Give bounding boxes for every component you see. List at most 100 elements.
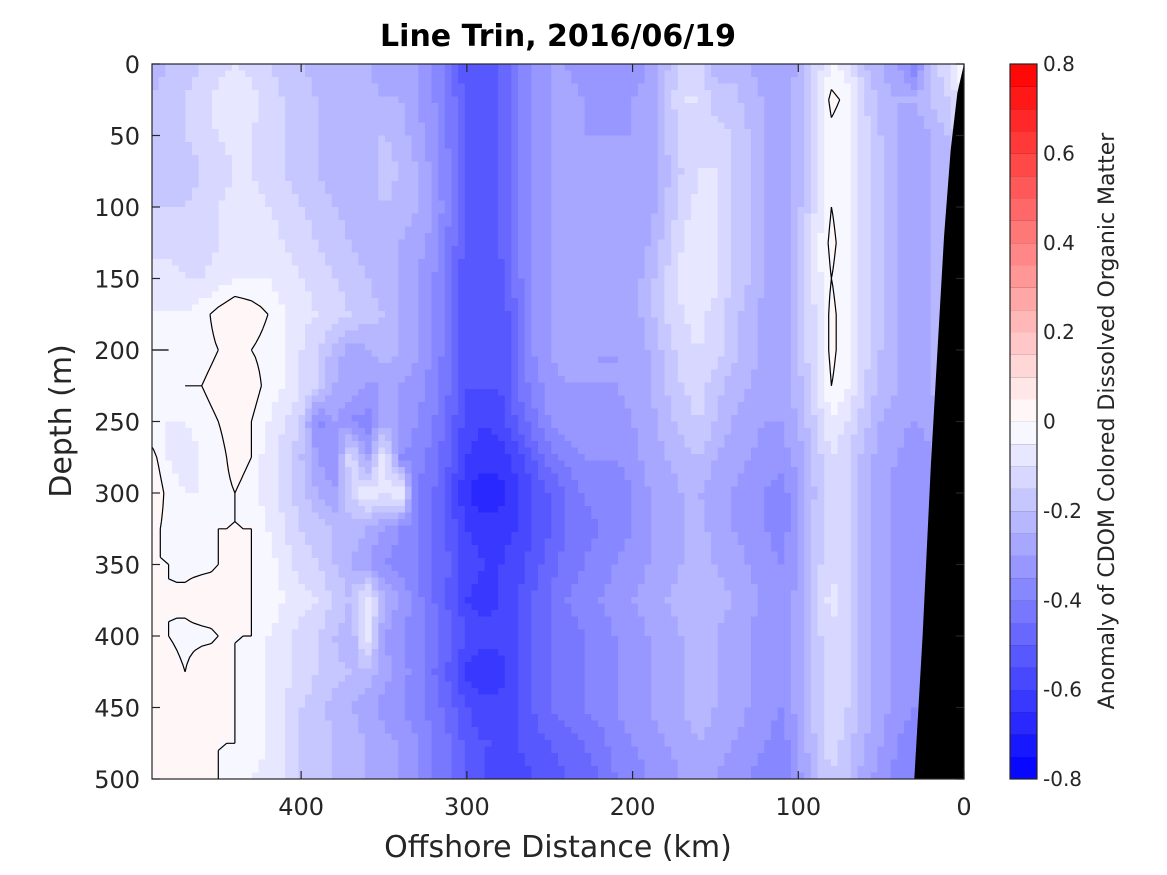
field-cell — [285, 265, 293, 273]
field-cell — [677, 304, 686, 312]
field-cell — [884, 168, 892, 176]
field-cell — [684, 278, 692, 286]
field-cell — [305, 122, 313, 130]
field-cell — [198, 220, 206, 228]
field-cell — [464, 239, 473, 247]
field-cell — [351, 70, 359, 78]
field-cell — [464, 122, 473, 130]
field-cell — [944, 83, 952, 91]
field-cell — [558, 291, 566, 299]
field-cell — [178, 194, 186, 202]
field-cell — [185, 252, 193, 260]
field-cell — [777, 116, 785, 124]
field-cell — [258, 285, 266, 293]
field-cell — [218, 259, 226, 267]
field-cell — [484, 142, 493, 150]
field-cell — [664, 246, 672, 254]
field-cell — [198, 83, 206, 91]
field-cell — [551, 64, 559, 72]
field-cell — [671, 194, 679, 202]
field-cell — [238, 246, 246, 254]
field-cell — [917, 285, 925, 293]
field-cell — [498, 174, 506, 182]
field-cell — [191, 246, 200, 254]
field-cell — [830, 161, 839, 169]
field-cell — [664, 194, 672, 202]
field-cell — [784, 220, 792, 228]
field-cell — [671, 252, 679, 260]
field-cell — [318, 77, 326, 85]
field-cell — [744, 213, 752, 221]
field-cell — [424, 278, 433, 286]
field-cell — [770, 116, 779, 124]
field-cell — [857, 161, 865, 169]
field-cell — [711, 142, 719, 150]
field-cell — [837, 272, 845, 280]
field-cell — [471, 70, 479, 78]
field-cell — [924, 317, 932, 325]
field-cell — [411, 213, 419, 221]
field-cell — [577, 298, 586, 306]
field-cell — [930, 148, 938, 156]
field-cell — [844, 148, 852, 156]
field-cell — [431, 90, 439, 98]
field-cell — [371, 239, 379, 247]
field-cell — [464, 148, 473, 156]
field-cell — [438, 90, 446, 98]
field-cell — [597, 194, 606, 202]
field-cell — [504, 103, 513, 111]
field-cell — [518, 317, 526, 325]
field-cell — [331, 70, 339, 78]
field-cell — [751, 317, 759, 325]
field-cell — [178, 291, 186, 299]
field-cell — [897, 96, 905, 104]
field-cell — [152, 90, 160, 98]
field-cell — [877, 317, 885, 325]
field-cell — [238, 252, 246, 260]
field-cell — [152, 83, 160, 91]
field-cell — [265, 96, 273, 104]
field-cell — [331, 304, 339, 312]
field-cell — [258, 168, 266, 176]
field-cell — [777, 278, 785, 286]
field-cell — [617, 200, 626, 208]
field-cell — [484, 265, 493, 273]
field-cell — [790, 122, 799, 130]
field-cell — [378, 246, 386, 254]
field-cell — [245, 246, 253, 254]
field-cell — [924, 213, 932, 221]
field-cell — [518, 161, 526, 169]
field-cell — [651, 233, 659, 241]
field-cell — [664, 96, 672, 104]
field-cell — [744, 181, 752, 189]
field-cell — [691, 207, 699, 215]
field-cell — [850, 317, 859, 325]
field-cell — [810, 129, 819, 137]
field-cell — [764, 259, 772, 267]
field-cell — [691, 298, 699, 306]
field-cell — [591, 168, 599, 176]
field-cell — [451, 324, 459, 332]
field-cell — [358, 77, 366, 85]
field-cell — [165, 142, 173, 150]
field-cell — [711, 317, 719, 325]
field-cell — [784, 252, 792, 260]
field-cell — [864, 291, 872, 299]
field-cell — [518, 103, 526, 111]
field-cell — [890, 304, 899, 312]
field-cell — [424, 161, 433, 169]
field-cell — [611, 142, 619, 150]
field-cell — [544, 181, 552, 189]
field-cell — [378, 77, 386, 85]
field-cell — [711, 304, 719, 312]
field-cell — [697, 96, 706, 104]
field-cell — [458, 90, 466, 98]
field-cell — [751, 181, 759, 189]
field-cell — [331, 194, 339, 202]
field-cell — [790, 148, 799, 156]
field-cell — [278, 142, 286, 150]
field-cell — [724, 200, 732, 208]
field-cell — [671, 155, 679, 163]
field-cell — [498, 233, 506, 241]
field-cell — [804, 252, 812, 260]
